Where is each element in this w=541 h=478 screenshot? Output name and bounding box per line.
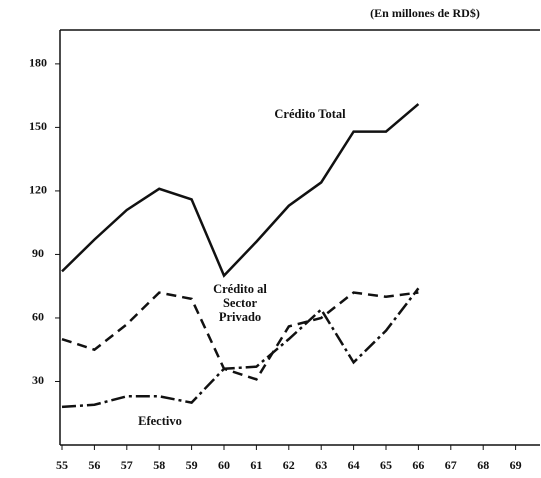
x-tick-label: 55 — [56, 458, 68, 472]
x-tick-label: 61 — [250, 458, 262, 472]
series-label: Crédito al Sector Privado — [213, 282, 267, 324]
y-tick-label: 60 — [32, 310, 44, 324]
series-line — [61, 291, 419, 381]
x-tick-label: 65 — [380, 458, 392, 472]
y-tick-label: 90 — [32, 246, 44, 260]
x-tick-label: 64 — [348, 458, 360, 472]
x-tick-label: 59 — [186, 458, 198, 472]
x-tick-label: 57 — [121, 458, 133, 472]
x-tick-label: 62 — [283, 458, 295, 472]
series-line — [61, 103, 420, 278]
series-line — [61, 287, 420, 409]
x-tick-label: 68 — [477, 458, 489, 472]
series-label: Efectivo — [138, 414, 182, 428]
y-tick-label: 120 — [29, 183, 47, 197]
y-tick-label: 150 — [29, 119, 47, 133]
x-tick-label: 66 — [412, 458, 424, 472]
x-tick-label: 69 — [510, 458, 522, 472]
x-tick-label: 67 — [445, 458, 457, 472]
y-tick-label: 180 — [29, 56, 47, 70]
series-label: Crédito Total — [274, 107, 346, 121]
y-tick-label: 30 — [32, 373, 44, 387]
x-tick-label: 58 — [153, 458, 165, 472]
x-tick-label: 56 — [88, 458, 100, 472]
subtitle: (En millones de RD$) — [370, 6, 480, 20]
x-tick-label: 63 — [315, 458, 327, 472]
x-tick-label: 60 — [218, 458, 230, 472]
